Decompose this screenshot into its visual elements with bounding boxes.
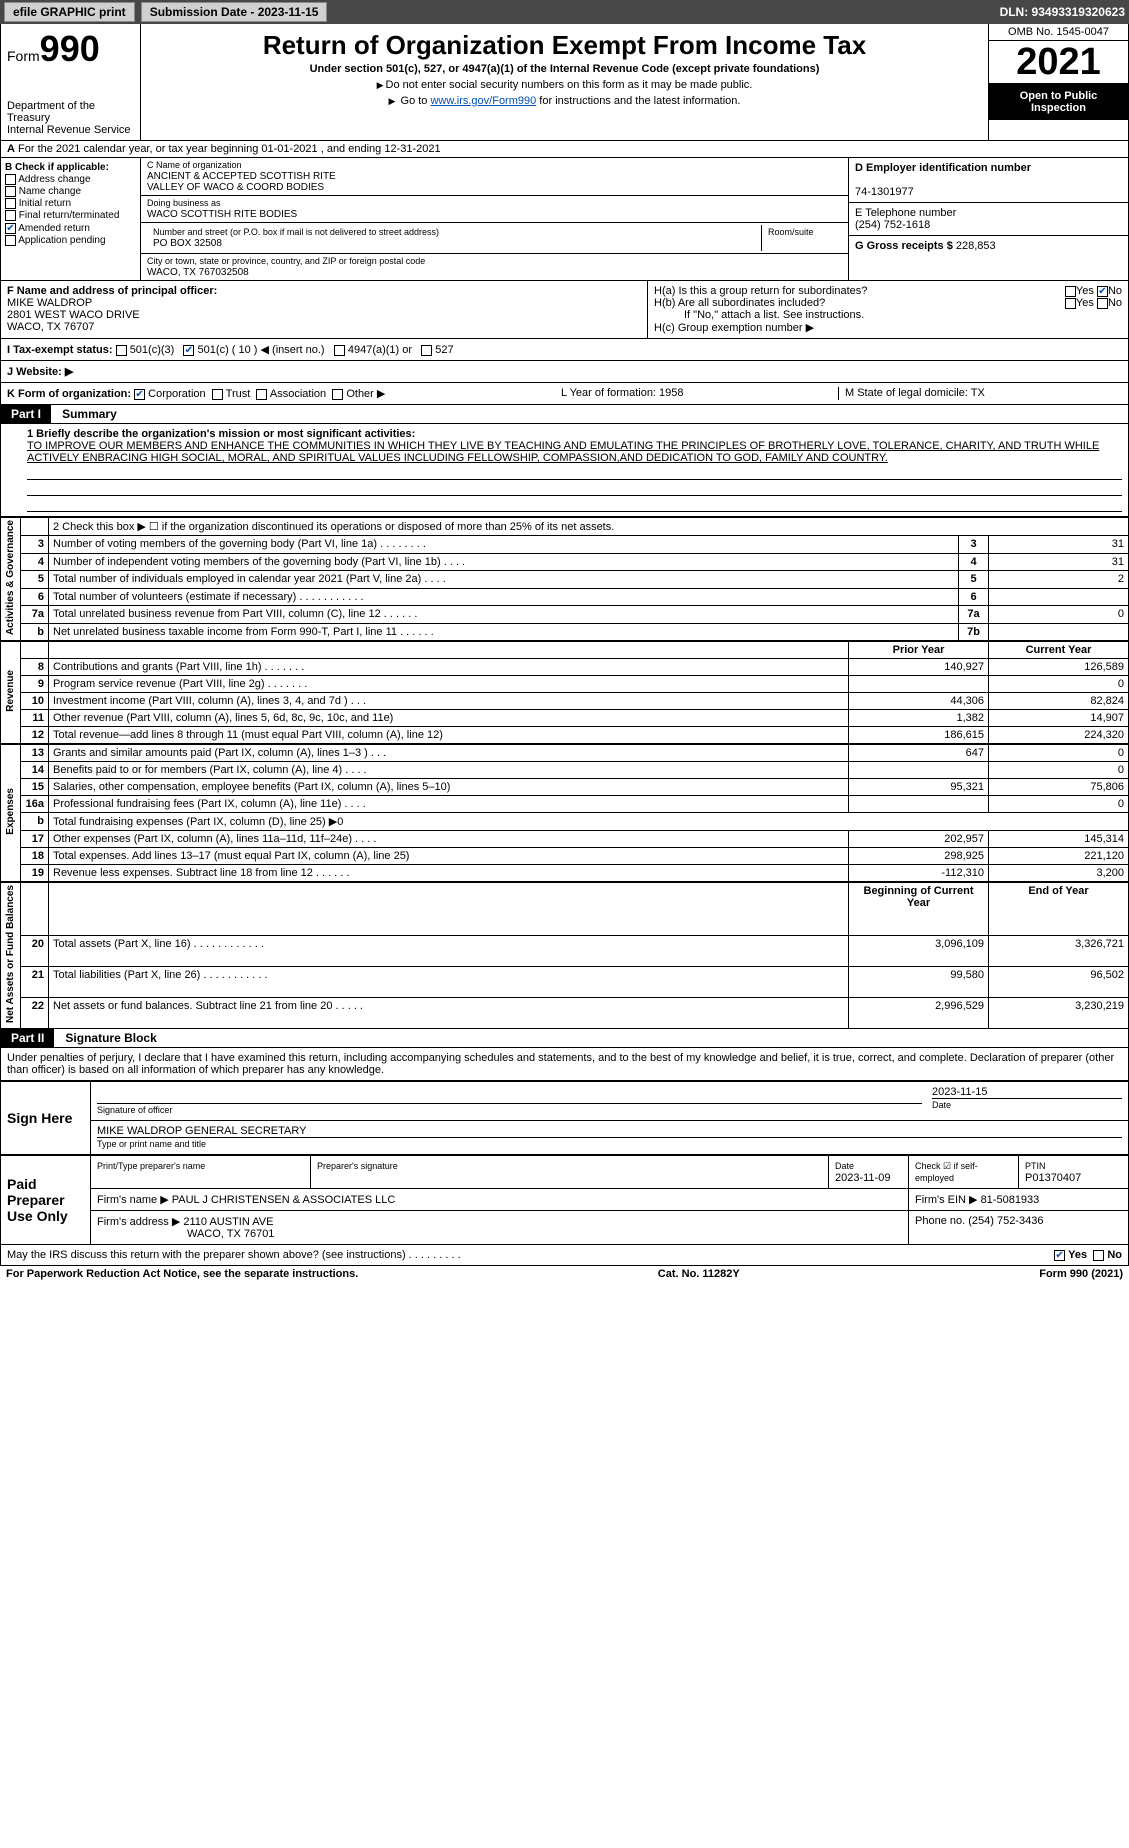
501c-checkbox[interactable] xyxy=(183,345,194,356)
omb-number: OMB No. 1545-0047 xyxy=(989,24,1128,41)
page-footer: For Paperwork Reduction Act Notice, see … xyxy=(0,1266,1129,1282)
corporation-checkbox[interactable] xyxy=(134,389,145,400)
instructions-note: Go to www.irs.gov/Form990 for instructio… xyxy=(147,95,982,107)
dept-label: Department of the Treasury xyxy=(7,100,134,124)
officer-name: MIKE WALDROP GENERAL SECRETARY xyxy=(97,1125,306,1137)
governance-table: Activities & Governance 2 Check this box… xyxy=(0,517,1129,641)
ssn-note: Do not enter social security numbers on … xyxy=(147,79,982,91)
signature-preamble: Under penalties of perjury, I declare th… xyxy=(0,1048,1129,1081)
box-h: H(a) Is this a group return for subordin… xyxy=(648,281,1128,338)
box-c: C Name of organization ANCIENT & ACCEPTE… xyxy=(141,158,848,280)
dba-name: WACO SCOTTISH RITE BODIES xyxy=(147,209,297,220)
row-i-tax-status: I Tax-exempt status: 501(c)(3) 501(c) ( … xyxy=(0,339,1129,361)
box-f: F Name and address of principal officer:… xyxy=(1,281,648,338)
top-bar: efile GRAPHIC print Submission Date - 20… xyxy=(0,0,1129,24)
form-title: Return of Organization Exempt From Incom… xyxy=(147,30,982,61)
dln-label: DLN: 93493319320623 xyxy=(1000,5,1125,19)
part2-header: Part II Signature Block xyxy=(0,1029,1129,1048)
irs-link[interactable]: www.irs.gov/Form990 xyxy=(430,95,536,107)
row-klm: K Form of organization: Corporation Trus… xyxy=(0,383,1129,405)
discuss-row: May the IRS discuss this return with the… xyxy=(0,1245,1129,1266)
tax-year: 2021 xyxy=(989,41,1128,84)
sign-here-block: Sign Here Signature of officer 2023-11-1… xyxy=(0,1081,1129,1155)
part1-header: Part I Summary xyxy=(0,405,1129,424)
paid-preparer-block: Paid Preparer Use Only Print/Type prepar… xyxy=(0,1155,1129,1245)
org-name: ANCIENT & ACCEPTED SCOTTISH RITE VALLEY … xyxy=(147,171,336,193)
city-state-zip: WACO, TX 767032508 xyxy=(147,267,249,278)
form-subtitle: Under section 501(c), 527, or 4947(a)(1)… xyxy=(147,63,982,75)
telephone-value: (254) 752-1618 xyxy=(855,219,930,231)
gross-receipts-value: 228,853 xyxy=(956,240,996,252)
row-j-website: J Website: ▶ xyxy=(0,361,1129,383)
mission-text: TO IMPROVE OUR MEMBERS AND ENHANCE THE C… xyxy=(27,440,1099,464)
section-fh: F Name and address of principal officer:… xyxy=(0,281,1129,339)
mission-block: 1 Briefly describe the organization's mi… xyxy=(0,424,1129,517)
revenue-table: Revenue Prior Year Current Year 8Contrib… xyxy=(0,641,1129,744)
form-number: Form990 xyxy=(7,28,134,70)
net-assets-table: Net Assets or Fund Balances Beginning of… xyxy=(0,882,1129,1029)
efile-print-button[interactable]: efile GRAPHIC print xyxy=(4,2,135,22)
firm-name: PAUL J CHRISTENSEN & ASSOCIATES LLC xyxy=(172,1194,396,1206)
box-deg: D Employer identification number 74-1301… xyxy=(848,158,1128,280)
submission-date-button[interactable]: Submission Date - 2023-11-15 xyxy=(141,2,328,22)
box-b: B Check if applicable: Address change Na… xyxy=(1,158,141,280)
form-header: Form990 Department of the Treasury Inter… xyxy=(0,24,1129,141)
expenses-table: Expenses 13Grants and similar amounts pa… xyxy=(0,744,1129,882)
row-a-tax-year: A For the 2021 calendar year, or tax yea… xyxy=(0,141,1129,158)
amended-return-checkbox[interactable] xyxy=(5,223,16,234)
open-to-public: Open to Public Inspection xyxy=(989,84,1128,120)
irs-label: Internal Revenue Service xyxy=(7,124,134,136)
discuss-yes-checkbox[interactable] xyxy=(1054,1250,1065,1261)
group-return-no-checkbox[interactable] xyxy=(1097,286,1108,297)
ein-value: 74-1301977 xyxy=(855,186,914,198)
street-address: PO BOX 32508 xyxy=(153,238,222,249)
section-bcd: B Check if applicable: Address change Na… xyxy=(0,158,1129,281)
